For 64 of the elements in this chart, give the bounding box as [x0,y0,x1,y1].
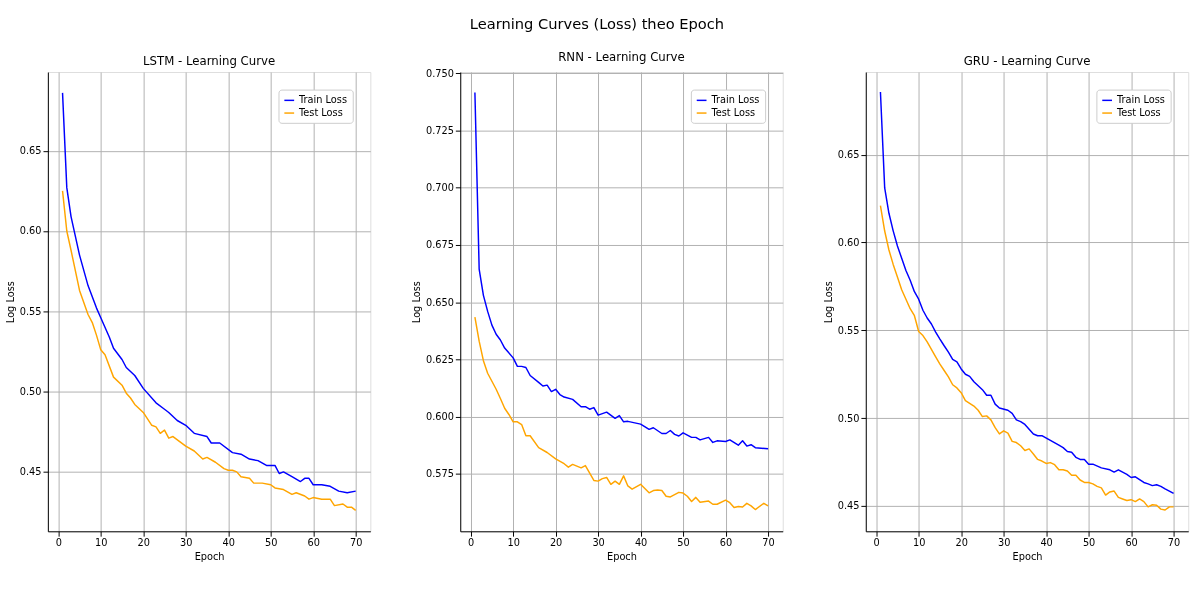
y-tick-label: 0.575 [425,468,454,480]
line-series [61,92,357,494]
x-tick-label: 70 [349,537,363,549]
y-tick-label: 0.50 [837,412,860,424]
y-tick-label: 0.50 [19,386,42,398]
y-axis-title: Log Loss [4,281,16,324]
y-tick-label: 0.60 [837,236,860,248]
x-tick-label: 40 [634,537,648,549]
x-tick-label: 20 [137,537,150,549]
x-tick-label: 70 [1167,537,1181,549]
x-tick-label: 70 [762,537,775,549]
line-series [879,91,1175,495]
x-tick-label: 40 [222,537,235,549]
x-tick-label: 50 [1082,537,1096,549]
x-tick-label: 0 [55,537,62,549]
x-tick-label: 60 [307,537,320,549]
legend-label: Test Loss [710,106,756,118]
y-axis-title: Log Loss [822,281,834,324]
x-tick-label: 10 [95,537,108,549]
x-axis-title: Epoch [194,551,225,563]
legend-label: Train Loss [298,94,347,106]
legend-label: Train Loss [1115,94,1165,106]
y-tick-label: 0.750 [425,67,454,79]
y-tick-label: 0.700 [425,182,454,194]
y-tick-label: 0.725 [425,124,454,136]
y-tick-label: 0.625 [425,353,454,365]
y-tick-label: 0.60 [19,225,42,237]
text: Learning Curves (Loss) theo Epoch [469,14,725,32]
x-tick-label: 20 [955,537,968,549]
x-tick-label: 30 [997,537,1011,549]
x-tick-label: 30 [180,537,193,549]
x-tick-label: 50 [264,537,278,549]
y-tick-label: 0.55 [19,305,42,317]
x-tick-label: 40 [1040,537,1053,549]
y-tick-label: 0.45 [837,500,860,512]
chart-title: LSTM - Learning Curve [143,54,276,69]
line-series [474,91,769,450]
legend-label: Train Loss [710,94,760,106]
y-tick-label: 0.65 [837,149,860,161]
y-tick-label: 0.55 [837,324,860,336]
x-tick-label: 50 [677,537,690,549]
line-series [474,316,769,511]
chart-title: GRU - Learning Curve [963,54,1091,69]
x-tick-label: 10 [507,537,520,549]
x-tick-label: 60 [719,537,733,549]
y-tick-label: 0.45 [19,466,42,478]
legend-label: Test Loss [1115,106,1161,118]
y-tick-label: 0.675 [425,239,454,251]
x-tick-label: 0 [873,537,880,549]
x-tick-label: 20 [549,537,563,549]
y-axis-title: Log Loss [411,281,423,324]
line-series [879,204,1175,511]
x-tick-label: 60 [1125,537,1138,549]
x-tick-label: 0 [468,537,475,549]
chart-title: RNN - Learning Curve [558,50,685,65]
x-axis-title: Epoch [607,551,637,563]
line-series [61,190,357,512]
x-tick-label: 10 [912,537,926,549]
y-tick-label: 0.600 [425,411,454,423]
y-tick-label: 0.65 [19,145,42,157]
x-tick-label: 30 [592,537,605,549]
legend-label: Test Loss [298,106,343,118]
y-tick-label: 0.650 [425,296,454,308]
x-axis-title: Epoch [1012,551,1043,563]
